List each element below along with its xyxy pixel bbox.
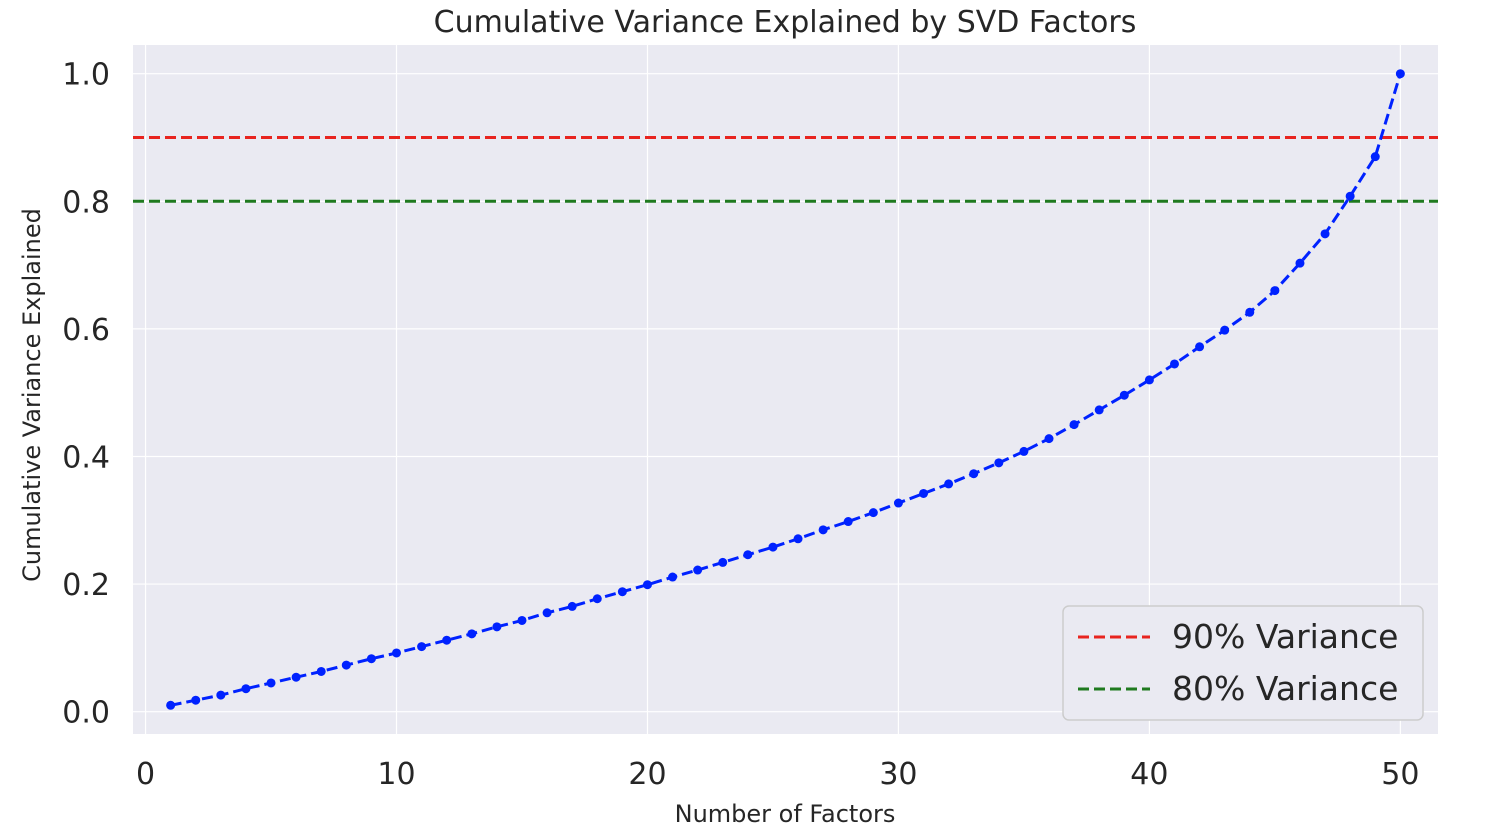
data-point (969, 469, 979, 479)
data-point (1069, 420, 1079, 430)
data-point (592, 594, 602, 604)
data-point (417, 642, 427, 652)
data-point (241, 684, 251, 694)
data-point (392, 648, 402, 658)
data-point (291, 672, 301, 682)
y-tick-label: 0.4 (62, 440, 110, 475)
data-point (442, 635, 452, 645)
data-point (693, 565, 703, 575)
x-tick-label: 20 (628, 757, 666, 792)
legend-box (1062, 605, 1424, 721)
data-point (868, 508, 878, 518)
data-point (893, 498, 903, 508)
x-axis-label: Number of Factors (675, 800, 896, 828)
x-tick-label: 0 (136, 757, 155, 792)
x-tick-label: 40 (1130, 757, 1168, 792)
data-point (1094, 405, 1104, 415)
data-point (517, 615, 527, 625)
data-point (1370, 152, 1380, 162)
data-point (1119, 390, 1129, 400)
data-point (1220, 325, 1230, 335)
chart-title: Cumulative Variance Explained by SVD Fac… (434, 5, 1137, 40)
data-point (191, 695, 201, 705)
x-tick-label: 50 (1381, 757, 1419, 792)
data-point (642, 580, 652, 590)
data-point (1395, 69, 1405, 79)
legend: 90% Variance 80% Variance (1062, 605, 1424, 721)
reference-lines (133, 136, 1438, 203)
data-point (919, 488, 929, 498)
data-point (818, 525, 828, 535)
data-point (1144, 375, 1154, 385)
data-point (1195, 342, 1205, 352)
data-point (341, 660, 351, 670)
x-tick-label: 30 (879, 757, 917, 792)
data-point (216, 690, 226, 700)
data-point (567, 601, 577, 611)
data-point (1270, 286, 1280, 296)
data-point (166, 700, 176, 710)
data-point (843, 517, 853, 527)
data-point (467, 629, 477, 639)
data-point (1245, 307, 1255, 317)
data-point (793, 534, 803, 544)
x-tick-label: 10 (377, 757, 415, 792)
y-tick-label: 0.2 (62, 568, 110, 603)
y-axis-label: Cumulative Variance Explained (18, 208, 46, 582)
data-point (617, 587, 627, 597)
data-point (1295, 258, 1305, 268)
data-point (944, 479, 954, 489)
series-layer (166, 69, 1405, 710)
data-point (1044, 434, 1054, 444)
data-point (743, 550, 753, 560)
data-point (768, 542, 778, 552)
data-point (492, 622, 502, 632)
data-point (1345, 191, 1355, 201)
data-point (366, 654, 376, 664)
data-point (316, 666, 326, 676)
y-tick-label: 0.6 (62, 313, 110, 348)
x-tick-labels: 0 10 20 30 40 50 (136, 757, 1419, 792)
data-point (718, 557, 728, 567)
data-point (542, 608, 552, 618)
data-point (1019, 446, 1029, 456)
data-point (994, 458, 1004, 468)
legend-label-80: 80% Variance (1172, 669, 1398, 708)
y-tick-label: 0.8 (62, 185, 110, 220)
data-point (1320, 229, 1330, 239)
y-tick-label: 0.0 (62, 696, 110, 731)
legend-label-90: 90% Variance (1172, 617, 1398, 656)
data-point (266, 678, 276, 688)
y-tick-label: 1.0 (62, 58, 110, 93)
data-point (1169, 359, 1179, 369)
data-point (668, 572, 678, 582)
y-tick-labels: 0.0 0.2 0.4 0.6 0.8 1.0 (62, 58, 110, 731)
